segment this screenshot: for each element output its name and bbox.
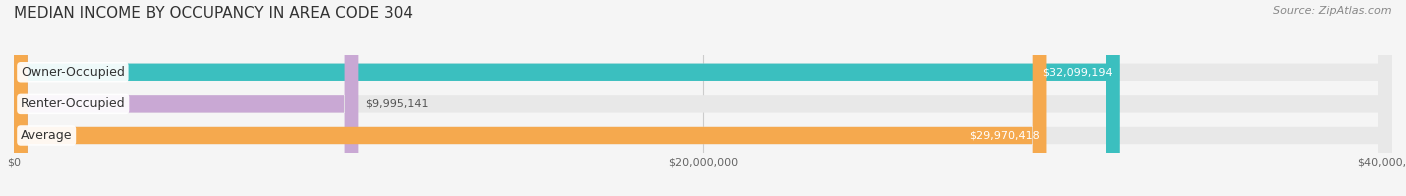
Text: Owner-Occupied: Owner-Occupied <box>21 66 125 79</box>
Text: $29,970,418: $29,970,418 <box>969 131 1039 141</box>
FancyBboxPatch shape <box>14 0 1046 196</box>
Text: Source: ZipAtlas.com: Source: ZipAtlas.com <box>1274 6 1392 16</box>
Text: Renter-Occupied: Renter-Occupied <box>21 97 125 110</box>
Text: $9,995,141: $9,995,141 <box>366 99 429 109</box>
FancyBboxPatch shape <box>14 0 1392 196</box>
Text: MEDIAN INCOME BY OCCUPANCY IN AREA CODE 304: MEDIAN INCOME BY OCCUPANCY IN AREA CODE … <box>14 6 413 21</box>
Text: Average: Average <box>21 129 73 142</box>
FancyBboxPatch shape <box>14 0 1392 196</box>
FancyBboxPatch shape <box>14 0 1392 196</box>
FancyBboxPatch shape <box>14 0 1119 196</box>
Text: $32,099,194: $32,099,194 <box>1042 67 1114 77</box>
FancyBboxPatch shape <box>14 0 359 196</box>
